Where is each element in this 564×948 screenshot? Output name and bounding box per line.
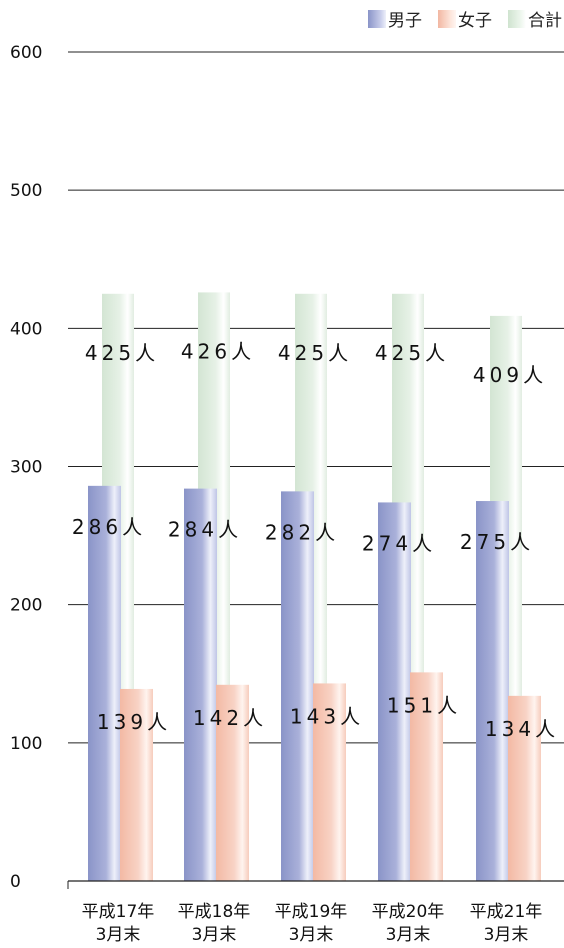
bar-female xyxy=(313,683,346,881)
y-tick-label: 500 xyxy=(10,181,42,201)
axes: 0 100 200 300 400 500 600 平成17年 3月末 平成18年 3月末 平成19年… xyxy=(10,43,564,945)
data-label-male: 284人 xyxy=(168,518,242,542)
data-label-male: 274人 xyxy=(362,531,436,555)
data-label-female: 134人 xyxy=(485,717,559,741)
y-tick-label: 300 xyxy=(10,458,42,478)
legend-label-total: 合計 xyxy=(528,11,562,31)
bar-male xyxy=(88,485,121,881)
data-label-total: 409人 xyxy=(473,363,547,387)
data-label-total: 426人 xyxy=(181,339,255,363)
data-label-female: 143人 xyxy=(290,704,364,728)
legend-label-female: 女子 xyxy=(458,11,492,31)
y-tick-label: 100 xyxy=(10,734,42,754)
legend-swatch-total xyxy=(508,9,526,28)
data-label-male: 282人 xyxy=(265,520,339,544)
legend-swatch-female xyxy=(438,9,456,28)
legend: 男子 女子 合計 xyxy=(368,6,562,31)
data-label-total: 425人 xyxy=(278,341,352,365)
bar-female xyxy=(216,684,249,881)
y-tick-label: 0 xyxy=(10,872,21,892)
bar-female xyxy=(508,695,541,881)
x-tick-label: 3月末 xyxy=(289,925,334,945)
y-tick-label: 400 xyxy=(10,319,42,339)
data-label-total: 425人 xyxy=(375,341,449,365)
x-tick-label: 平成18年 xyxy=(178,902,251,922)
x-tick-label: 3月末 xyxy=(96,925,141,945)
bars xyxy=(88,292,541,882)
legend-item-total: 合計 xyxy=(508,6,562,31)
x-tick-label: 3月末 xyxy=(484,925,529,945)
data-label-female: 151人 xyxy=(387,693,461,717)
bar-male xyxy=(184,488,217,881)
bar-male xyxy=(281,491,314,881)
data-labels: 425人 286人 139人 426人 284人 142人 425人 282人 143人 425人… xyxy=(72,339,559,741)
y-tick-label: 600 xyxy=(10,43,42,63)
x-tick-label: 平成20年 xyxy=(372,902,445,922)
bar-male xyxy=(476,501,509,881)
data-label-total: 425人 xyxy=(85,341,159,365)
x-tick-label: 平成17年 xyxy=(82,902,155,922)
legend-swatch-male xyxy=(368,9,386,28)
legend-label-male: 男子 xyxy=(388,11,422,31)
legend-item-female: 女子 xyxy=(438,6,492,31)
data-label-male: 286人 xyxy=(72,515,146,539)
x-tick-label: 平成21年 xyxy=(470,902,543,922)
data-label-male: 275人 xyxy=(460,530,534,554)
x-tick-label: 3月末 xyxy=(386,925,431,945)
data-label-female: 142人 xyxy=(193,706,267,730)
y-tick-label: 200 xyxy=(10,596,42,616)
x-tick-label: 3月末 xyxy=(192,925,237,945)
bar-male xyxy=(378,502,411,881)
legend-item-male: 男子 xyxy=(368,6,422,31)
data-label-female: 139人 xyxy=(97,710,171,734)
bar-female xyxy=(120,688,153,881)
x-tick-label: 平成19年 xyxy=(275,902,348,922)
bar-female xyxy=(410,672,443,881)
